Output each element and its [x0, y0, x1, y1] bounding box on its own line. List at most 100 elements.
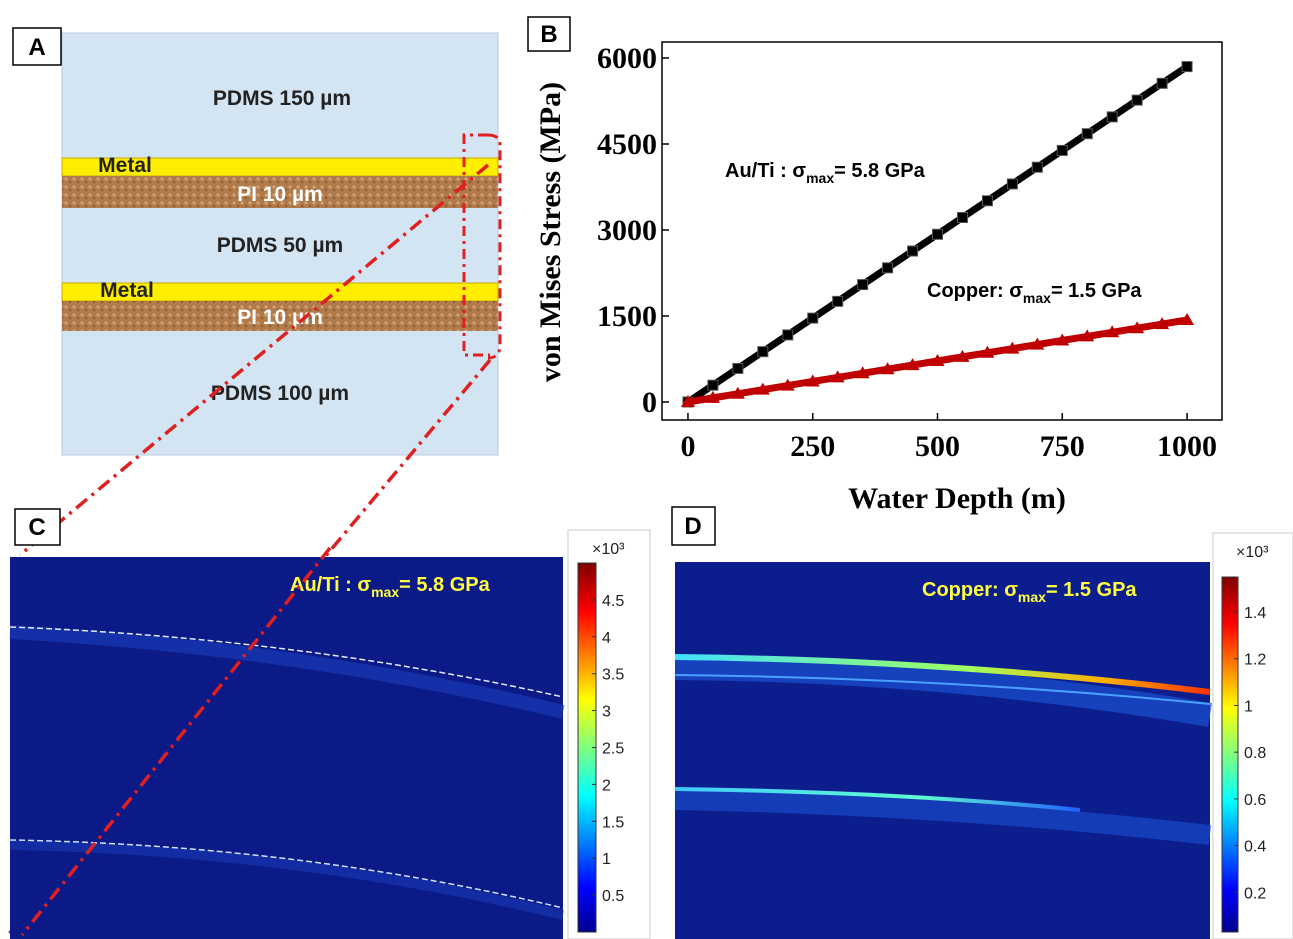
x-tick-label: 500 [915, 430, 960, 463]
marker [830, 370, 845, 383]
colorbar-tick-label: 0.2 [1244, 885, 1266, 902]
colorbar: ×10³ 0.2 0.4 0.6 0.8 1 1.2 1.4 [1212, 532, 1293, 939]
marker [705, 390, 720, 403]
marker [882, 262, 894, 274]
stress-edge [9, 839, 564, 909]
annotation-rest: = 1.5 GPa [1046, 579, 1137, 601]
marker [1131, 94, 1143, 106]
y-tick-label: 6000 [597, 42, 657, 75]
colorbar-tick-label: 2.5 [602, 741, 624, 758]
panel-c: Au/Ti : σmax= 5.8 GPa [9, 557, 565, 939]
annotation-text: Au/Ti : σ [725, 160, 806, 182]
y-tick-label: 0 [642, 386, 657, 419]
marker [1181, 61, 1193, 73]
colorbar-tick-label: 3 [602, 704, 611, 721]
x-tick-label: 750 [1040, 430, 1085, 463]
marker [855, 366, 870, 379]
colorbar-tick-label: 1.2 [1244, 652, 1266, 669]
zoom-line [20, 546, 332, 937]
x-tick-label: 1000 [1157, 430, 1217, 463]
panel-label: B [540, 21, 557, 48]
marker [1006, 178, 1018, 190]
marker [1005, 341, 1020, 354]
y-axis-label: von Mises Stress (MPa) [534, 82, 567, 382]
marker [1031, 161, 1043, 173]
x-tick-label: 250 [790, 430, 835, 463]
marker [1156, 77, 1168, 89]
colorbar-tick-label: 1 [1244, 698, 1253, 715]
pdms-block [61, 32, 499, 456]
marker [880, 362, 895, 375]
marker [905, 358, 920, 371]
layer-label: Metal [100, 279, 154, 302]
heatmap-annotation: Au/Ti : σmax= 5.8 GPa [290, 574, 491, 600]
x-axis-label: Water Depth (m) [848, 482, 1066, 515]
marker [805, 374, 820, 387]
heatmap [675, 562, 1210, 939]
colorbar-tick-label: 1.4 [1244, 605, 1266, 622]
annotation-sub: max [1023, 290, 1051, 306]
marker [1130, 321, 1145, 334]
layer-label: PDMS 100 µm [211, 382, 349, 405]
pi-layer [62, 176, 498, 208]
panel-label: C [28, 514, 45, 541]
marker [1056, 144, 1068, 156]
marker [832, 295, 844, 307]
marker [780, 378, 795, 391]
annotation-rest: = 5.8 GPa [399, 574, 490, 596]
annotation-rest: = 5.8 GPa [834, 160, 925, 182]
colorbar-tick-label: 0.5 [602, 888, 624, 905]
panel-d: Copper: σmax= 1.5 GPa [674, 562, 1213, 939]
pi-layer [62, 301, 498, 331]
marker [930, 354, 945, 367]
line-chart: von Mises Stress (MPa) Water Depth (m) A… [534, 41, 1223, 515]
stress-band [674, 790, 1212, 845]
stress-band [9, 625, 565, 719]
heatmap-annotation: Copper: σmax= 1.5 GPa [922, 579, 1137, 605]
chart-annotation: Au/Ti : σmax= 5.8 GPa [725, 160, 926, 186]
stress-band [674, 656, 1213, 727]
stress-edge [674, 654, 1211, 695]
y-tick-label: 4500 [597, 128, 657, 161]
annotation-text: Copper: σ [922, 579, 1018, 601]
panel-label: A [28, 34, 45, 61]
marker [1081, 128, 1093, 140]
stress-edge [674, 674, 1211, 705]
y-tick-label: 1500 [597, 300, 657, 333]
annotation-rest: = 1.5 GPa [1051, 280, 1142, 302]
panel-label-box [12, 27, 62, 66]
annotation-text: Copper: σ [927, 280, 1023, 302]
marker [755, 382, 770, 395]
panel-label-box [671, 506, 716, 546]
colorbar-tick-label: 1.5 [602, 814, 624, 831]
panel-label-box [527, 16, 571, 52]
colorbar-scale [1221, 576, 1239, 933]
marker [680, 394, 695, 407]
marker [730, 386, 745, 399]
annotation-text: Au/Ti : σ [290, 574, 371, 596]
colorbar-tick-label: 2 [602, 777, 611, 794]
marker [1180, 313, 1195, 326]
marker [907, 245, 919, 257]
marker [981, 195, 993, 207]
colorbar-tick-label: 0.4 [1244, 839, 1266, 856]
layer-label: Metal [98, 154, 152, 177]
zoom-line [6, 163, 492, 937]
marker [980, 345, 995, 358]
plot-frame [661, 41, 1223, 421]
colorbar-tick-label: 4 [602, 630, 611, 647]
marker [1055, 333, 1070, 346]
marker [857, 279, 869, 291]
y-tick-label: 3000 [597, 214, 657, 247]
marker [732, 362, 744, 374]
panel-label-box [14, 508, 61, 546]
colorbar-multiplier: ×10³ [1236, 544, 1269, 561]
colorbar-tick-label: 3.5 [602, 667, 624, 684]
stress-edge [9, 626, 564, 698]
colorbar-tick-label: 1 [602, 851, 611, 868]
marker [1080, 329, 1095, 342]
zoom-bracket [462, 133, 502, 360]
colorbar: ×10³ 0.5 1 1.5 2 2.5 3 3.5 4 4.5 [567, 529, 651, 939]
layer-label: PI 10 µm [237, 183, 323, 206]
